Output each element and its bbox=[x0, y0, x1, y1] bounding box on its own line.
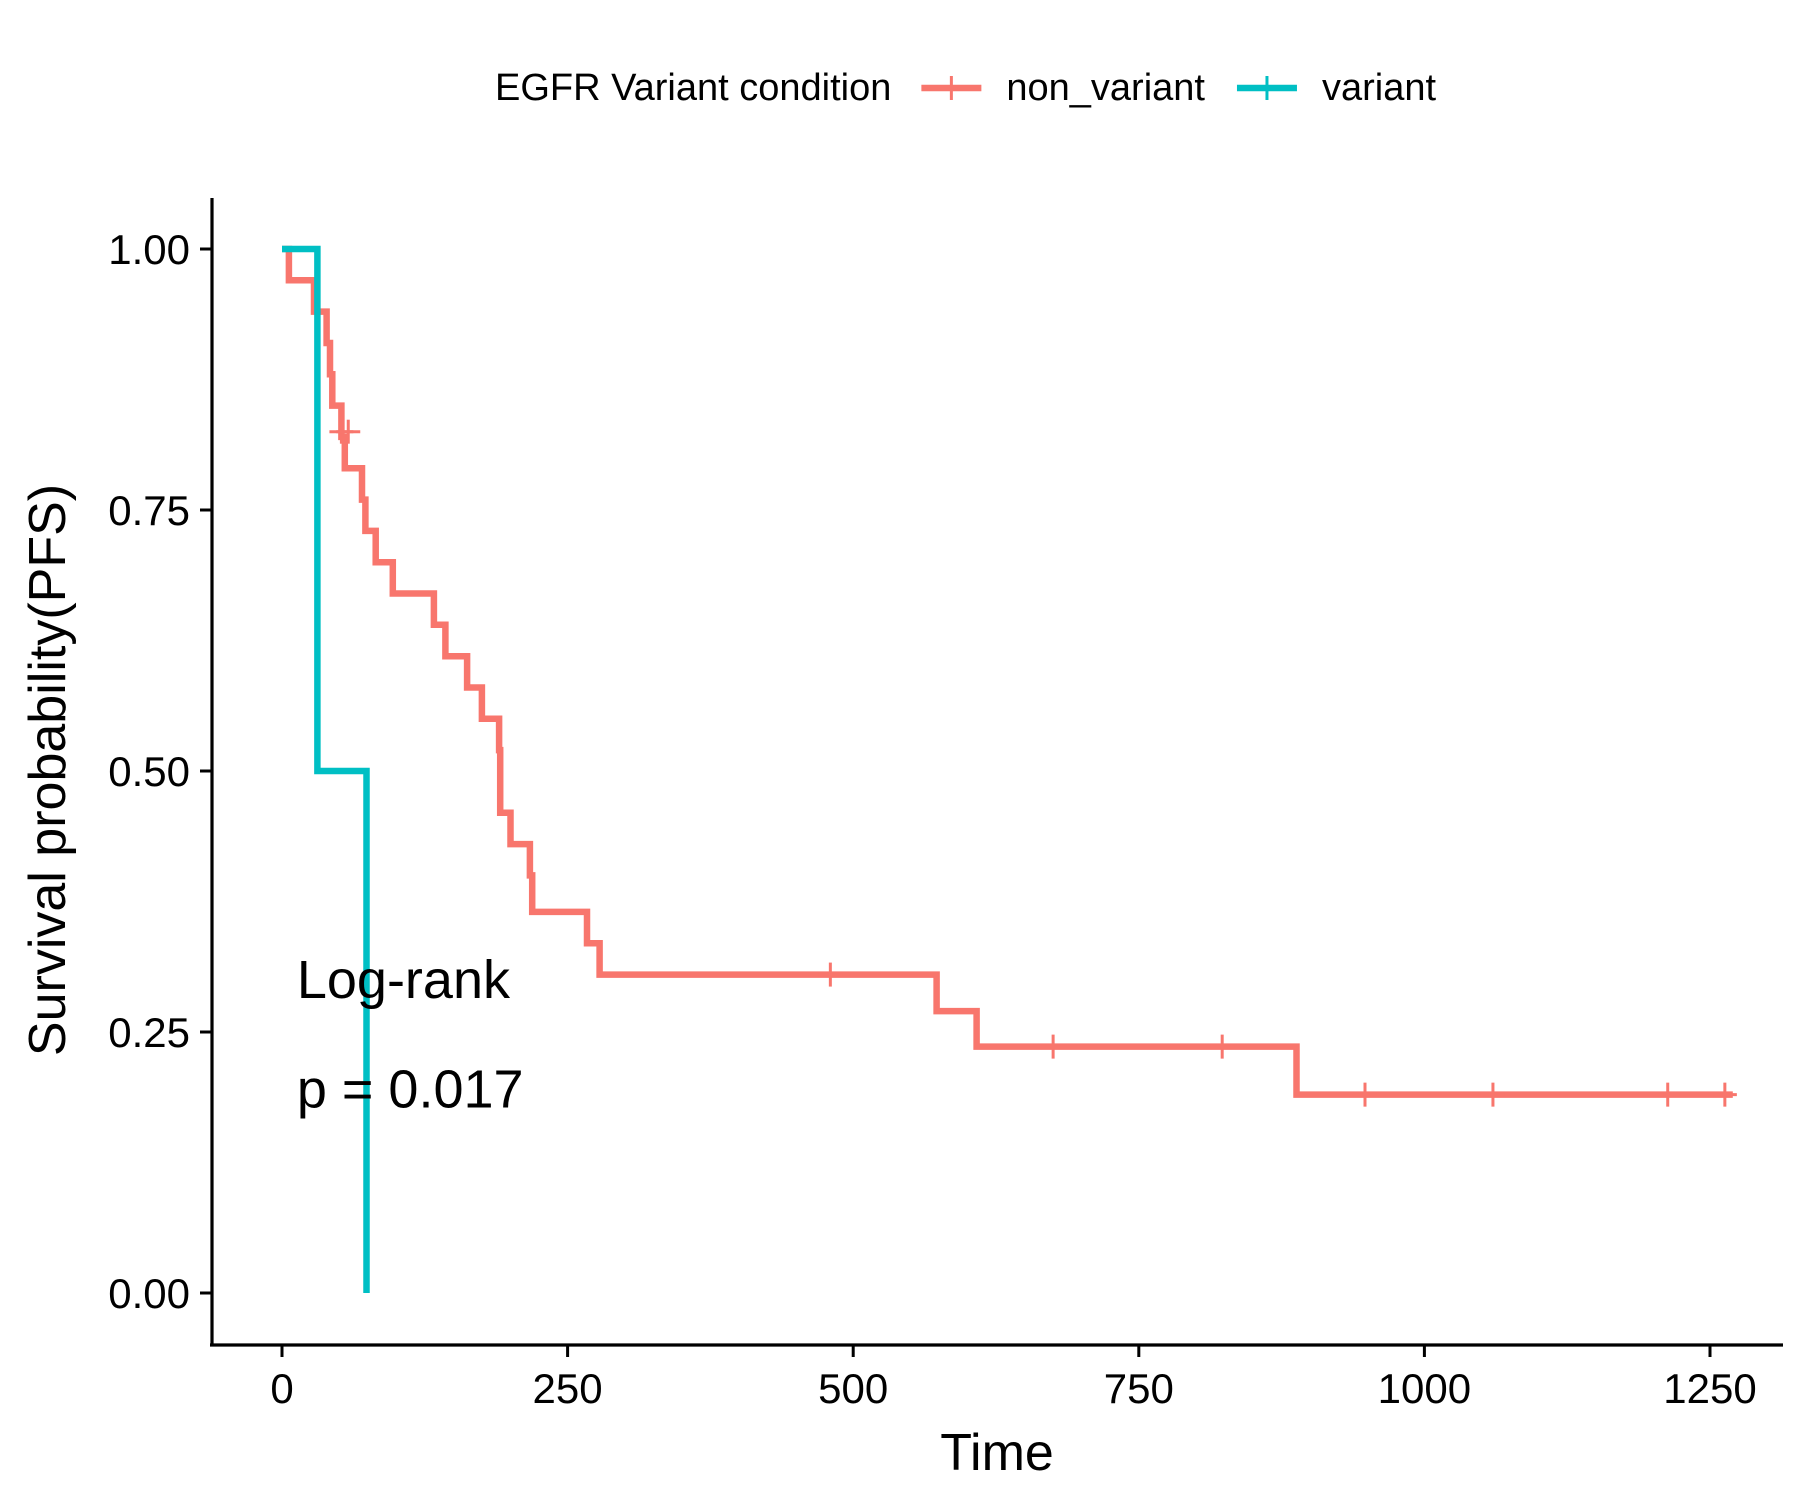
x-tick-label: 1250 bbox=[1663, 1365, 1756, 1412]
legend: EGFR Variant condition non_variant varian… bbox=[495, 67, 1436, 109]
y-tick-label: 0.00 bbox=[108, 1270, 190, 1317]
survival-curve-variant bbox=[282, 245, 370, 1293]
series-non_variant bbox=[282, 245, 1737, 1107]
annotation-log-rank: Log-rank bbox=[297, 950, 511, 1010]
y-axis-label: Survival probability(PFS) bbox=[19, 484, 77, 1056]
axes bbox=[210, 198, 1783, 1347]
x-tick-label: 0 bbox=[270, 1365, 293, 1412]
y-tick-label: 0.50 bbox=[108, 748, 190, 795]
ticks: 0 250 500 750 1000 1250 0.00 0.25 0.50 0.75 1.00 bbox=[108, 226, 1756, 1412]
survival-curve-non_variant bbox=[282, 245, 1733, 1098]
y-tick-label: 1.00 bbox=[108, 226, 190, 273]
series-variant bbox=[282, 245, 370, 1293]
y-tick-label: 0.25 bbox=[108, 1009, 190, 1056]
legend-label-variant: variant bbox=[1322, 67, 1436, 109]
x-axis-label: Time bbox=[940, 1424, 1054, 1482]
x-tick-label: 500 bbox=[818, 1365, 888, 1412]
annotation-p-value: p = 0.017 bbox=[297, 1059, 524, 1119]
legend-label-non_variant: non_variant bbox=[1006, 67, 1205, 109]
legend-key-variant bbox=[1236, 76, 1297, 100]
series-layer bbox=[282, 245, 1737, 1293]
legend-key-non_variant bbox=[921, 76, 982, 100]
x-tick-label: 750 bbox=[1104, 1365, 1174, 1412]
legend-title: EGFR Variant condition bbox=[495, 67, 891, 109]
y-tick-label: 0.75 bbox=[108, 487, 190, 534]
x-tick-label: 250 bbox=[533, 1365, 603, 1412]
x-tick-label: 1000 bbox=[1378, 1365, 1471, 1412]
